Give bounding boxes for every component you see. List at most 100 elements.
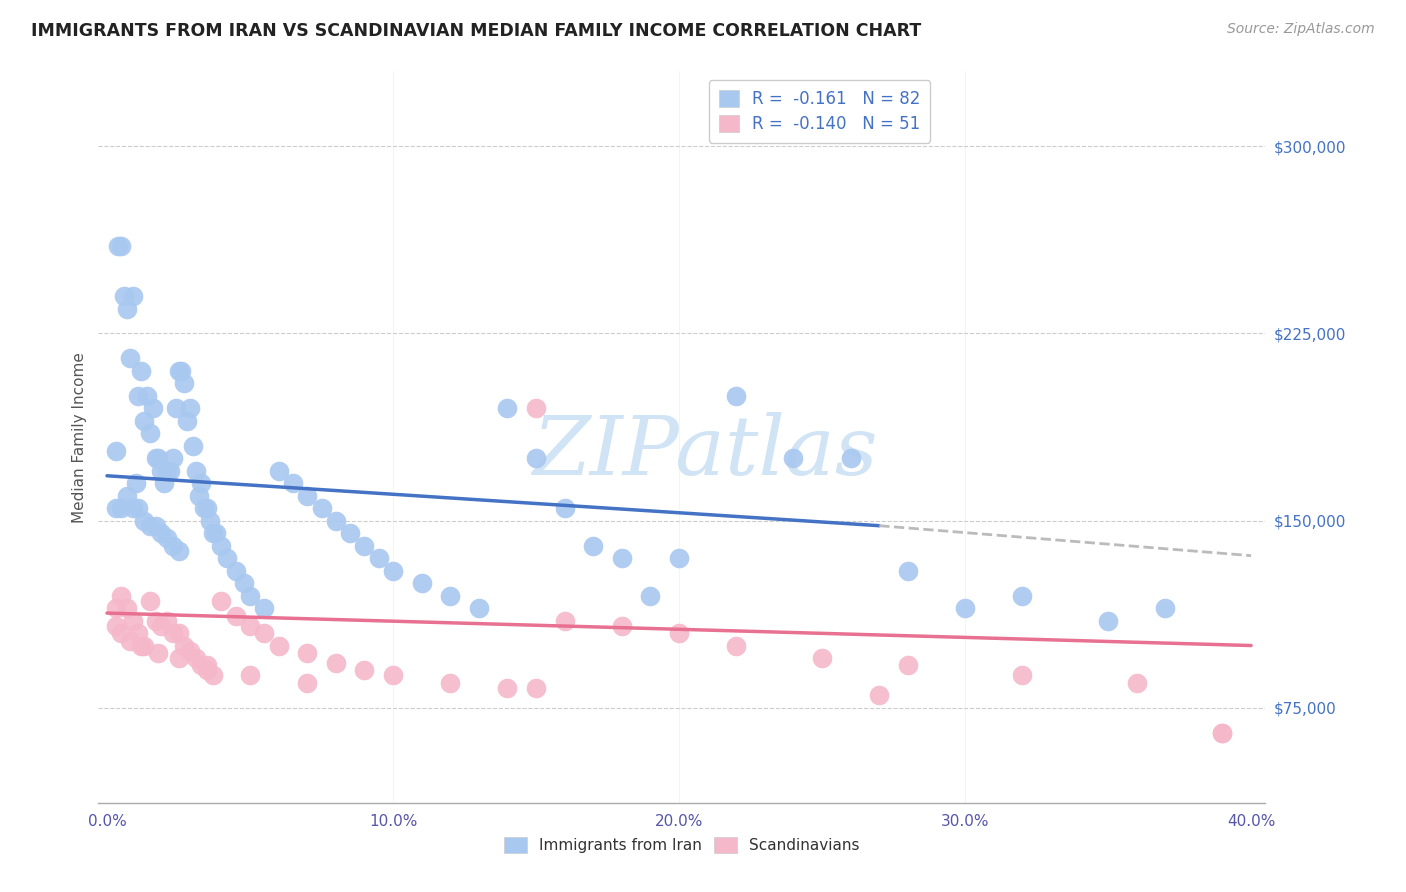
Point xyxy=(150,618,173,632)
Point xyxy=(134,414,156,428)
Point xyxy=(839,451,862,466)
Point xyxy=(610,618,633,632)
Point xyxy=(640,589,662,603)
Point xyxy=(110,589,132,603)
Point xyxy=(1125,676,1147,690)
Point xyxy=(115,489,138,503)
Point xyxy=(209,539,232,553)
Point xyxy=(239,618,262,632)
Point xyxy=(582,539,605,553)
Point xyxy=(217,551,239,566)
Point xyxy=(104,501,127,516)
Point xyxy=(148,451,170,466)
Point xyxy=(139,593,162,607)
Point xyxy=(554,501,576,516)
Point xyxy=(162,539,184,553)
Point xyxy=(121,614,143,628)
Point xyxy=(173,639,195,653)
Text: IMMIGRANTS FROM IRAN VS SCANDINAVIAN MEDIAN FAMILY INCOME CORRELATION CHART: IMMIGRANTS FROM IRAN VS SCANDINAVIAN MED… xyxy=(31,22,921,40)
Point xyxy=(150,464,173,478)
Point xyxy=(176,414,198,428)
Point xyxy=(124,476,146,491)
Point xyxy=(134,514,156,528)
Point xyxy=(184,651,207,665)
Point xyxy=(195,658,218,673)
Point xyxy=(153,476,176,491)
Legend: Immigrants from Iran, Scandinavians: Immigrants from Iran, Scandinavians xyxy=(496,830,868,861)
Y-axis label: Median Family Income: Median Family Income xyxy=(72,351,87,523)
Point xyxy=(104,618,127,632)
Point xyxy=(127,626,149,640)
Point xyxy=(353,664,375,678)
Point xyxy=(187,489,209,503)
Point xyxy=(201,668,224,682)
Point xyxy=(239,589,262,603)
Point xyxy=(118,351,141,366)
Point xyxy=(145,518,167,533)
Point xyxy=(104,601,127,615)
Point xyxy=(190,476,212,491)
Point xyxy=(1211,726,1233,740)
Point xyxy=(297,646,319,660)
Point xyxy=(145,614,167,628)
Point xyxy=(127,389,149,403)
Point xyxy=(167,543,190,558)
Point xyxy=(225,608,247,623)
Point xyxy=(167,651,190,665)
Point xyxy=(209,593,232,607)
Point xyxy=(167,364,190,378)
Point xyxy=(156,531,179,545)
Point xyxy=(725,639,748,653)
Point xyxy=(179,401,201,416)
Point xyxy=(367,551,389,566)
Point xyxy=(145,451,167,466)
Point xyxy=(233,576,256,591)
Point xyxy=(110,501,132,516)
Point xyxy=(156,464,179,478)
Point xyxy=(325,656,347,670)
Point xyxy=(181,439,204,453)
Point xyxy=(811,651,834,665)
Point xyxy=(134,639,156,653)
Point xyxy=(107,239,129,253)
Point xyxy=(139,426,162,441)
Point xyxy=(554,614,576,628)
Point xyxy=(112,289,135,303)
Point xyxy=(1011,589,1033,603)
Point xyxy=(439,589,461,603)
Point xyxy=(1011,668,1033,682)
Point xyxy=(267,464,290,478)
Point xyxy=(156,614,179,628)
Point xyxy=(868,689,890,703)
Point xyxy=(139,518,162,533)
Point xyxy=(118,633,141,648)
Point xyxy=(610,551,633,566)
Point xyxy=(353,539,375,553)
Text: ZIPatlas: ZIPatlas xyxy=(533,412,877,491)
Point xyxy=(411,576,433,591)
Point xyxy=(148,646,170,660)
Point xyxy=(170,364,193,378)
Point xyxy=(121,289,143,303)
Point xyxy=(195,501,218,516)
Point xyxy=(110,239,132,253)
Point xyxy=(325,514,347,528)
Point xyxy=(204,526,226,541)
Point xyxy=(190,658,212,673)
Point xyxy=(142,401,165,416)
Point xyxy=(239,668,262,682)
Point xyxy=(201,526,224,541)
Point xyxy=(131,639,153,653)
Point xyxy=(179,643,201,657)
Point xyxy=(162,451,184,466)
Point xyxy=(136,389,159,403)
Point xyxy=(184,464,207,478)
Point xyxy=(159,464,181,478)
Point xyxy=(267,639,290,653)
Point xyxy=(253,601,276,615)
Point xyxy=(468,601,491,615)
Point xyxy=(198,514,221,528)
Point xyxy=(165,401,187,416)
Point xyxy=(311,501,333,516)
Point xyxy=(725,389,748,403)
